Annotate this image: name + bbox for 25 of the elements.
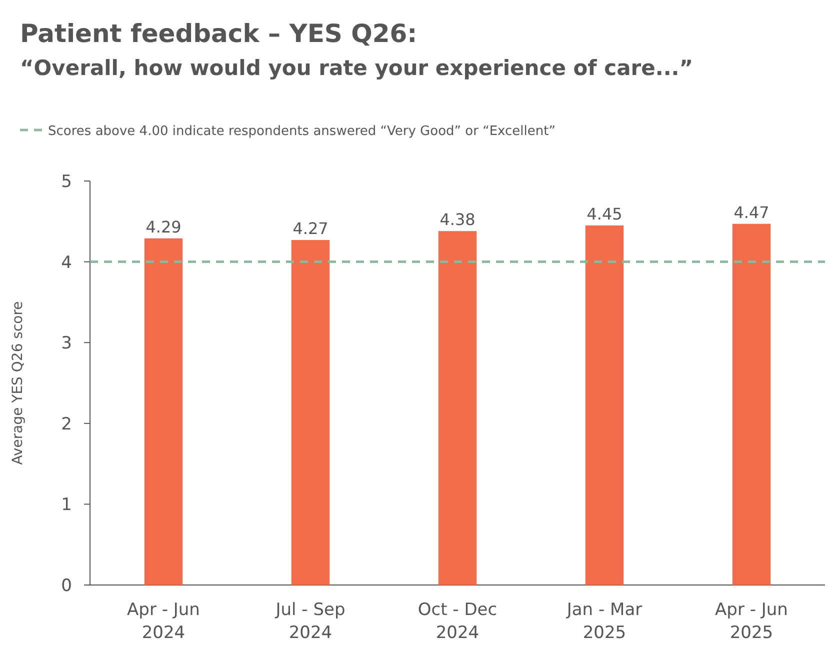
bar xyxy=(585,225,624,585)
data-label: 4.29 xyxy=(146,217,182,236)
bar xyxy=(732,224,771,585)
x-tick-label: Oct - Dec 2024 xyxy=(418,600,498,643)
y-tick-label: 3 xyxy=(61,334,72,354)
x-tick-label: Jan - Mar 2025 xyxy=(566,600,642,643)
bar xyxy=(438,231,477,585)
bar xyxy=(144,238,183,585)
data-label: 4.45 xyxy=(586,204,622,224)
chart-title: Patient feedback – YES Q26: xyxy=(20,19,418,48)
legend-label: Scores above 4.00 indicate respondents answered “Very Good” or “Excellent” xyxy=(48,124,556,139)
y-axis-title: Average YES Q26 score xyxy=(10,301,26,465)
data-label: 4.38 xyxy=(440,210,476,230)
chart-subtitle: “Overall, how would you rate your experience of care...” xyxy=(20,56,694,80)
data-label: 4.27 xyxy=(292,218,328,238)
y-tick-label: 0 xyxy=(61,576,72,596)
y-tick-label: 1 xyxy=(61,495,72,516)
bar xyxy=(291,240,330,585)
x-tick-label: Apr - Jun 2024 xyxy=(127,600,200,643)
y-tick-label: 2 xyxy=(61,414,72,434)
data-label: 4.47 xyxy=(734,202,770,222)
x-tick-label: Apr - Jun 2025 xyxy=(715,600,788,643)
x-tick-label: Jul - Sep 2024 xyxy=(274,600,346,643)
y-tick-label: 4 xyxy=(61,252,72,273)
y-tick-label: 5 xyxy=(61,172,72,192)
